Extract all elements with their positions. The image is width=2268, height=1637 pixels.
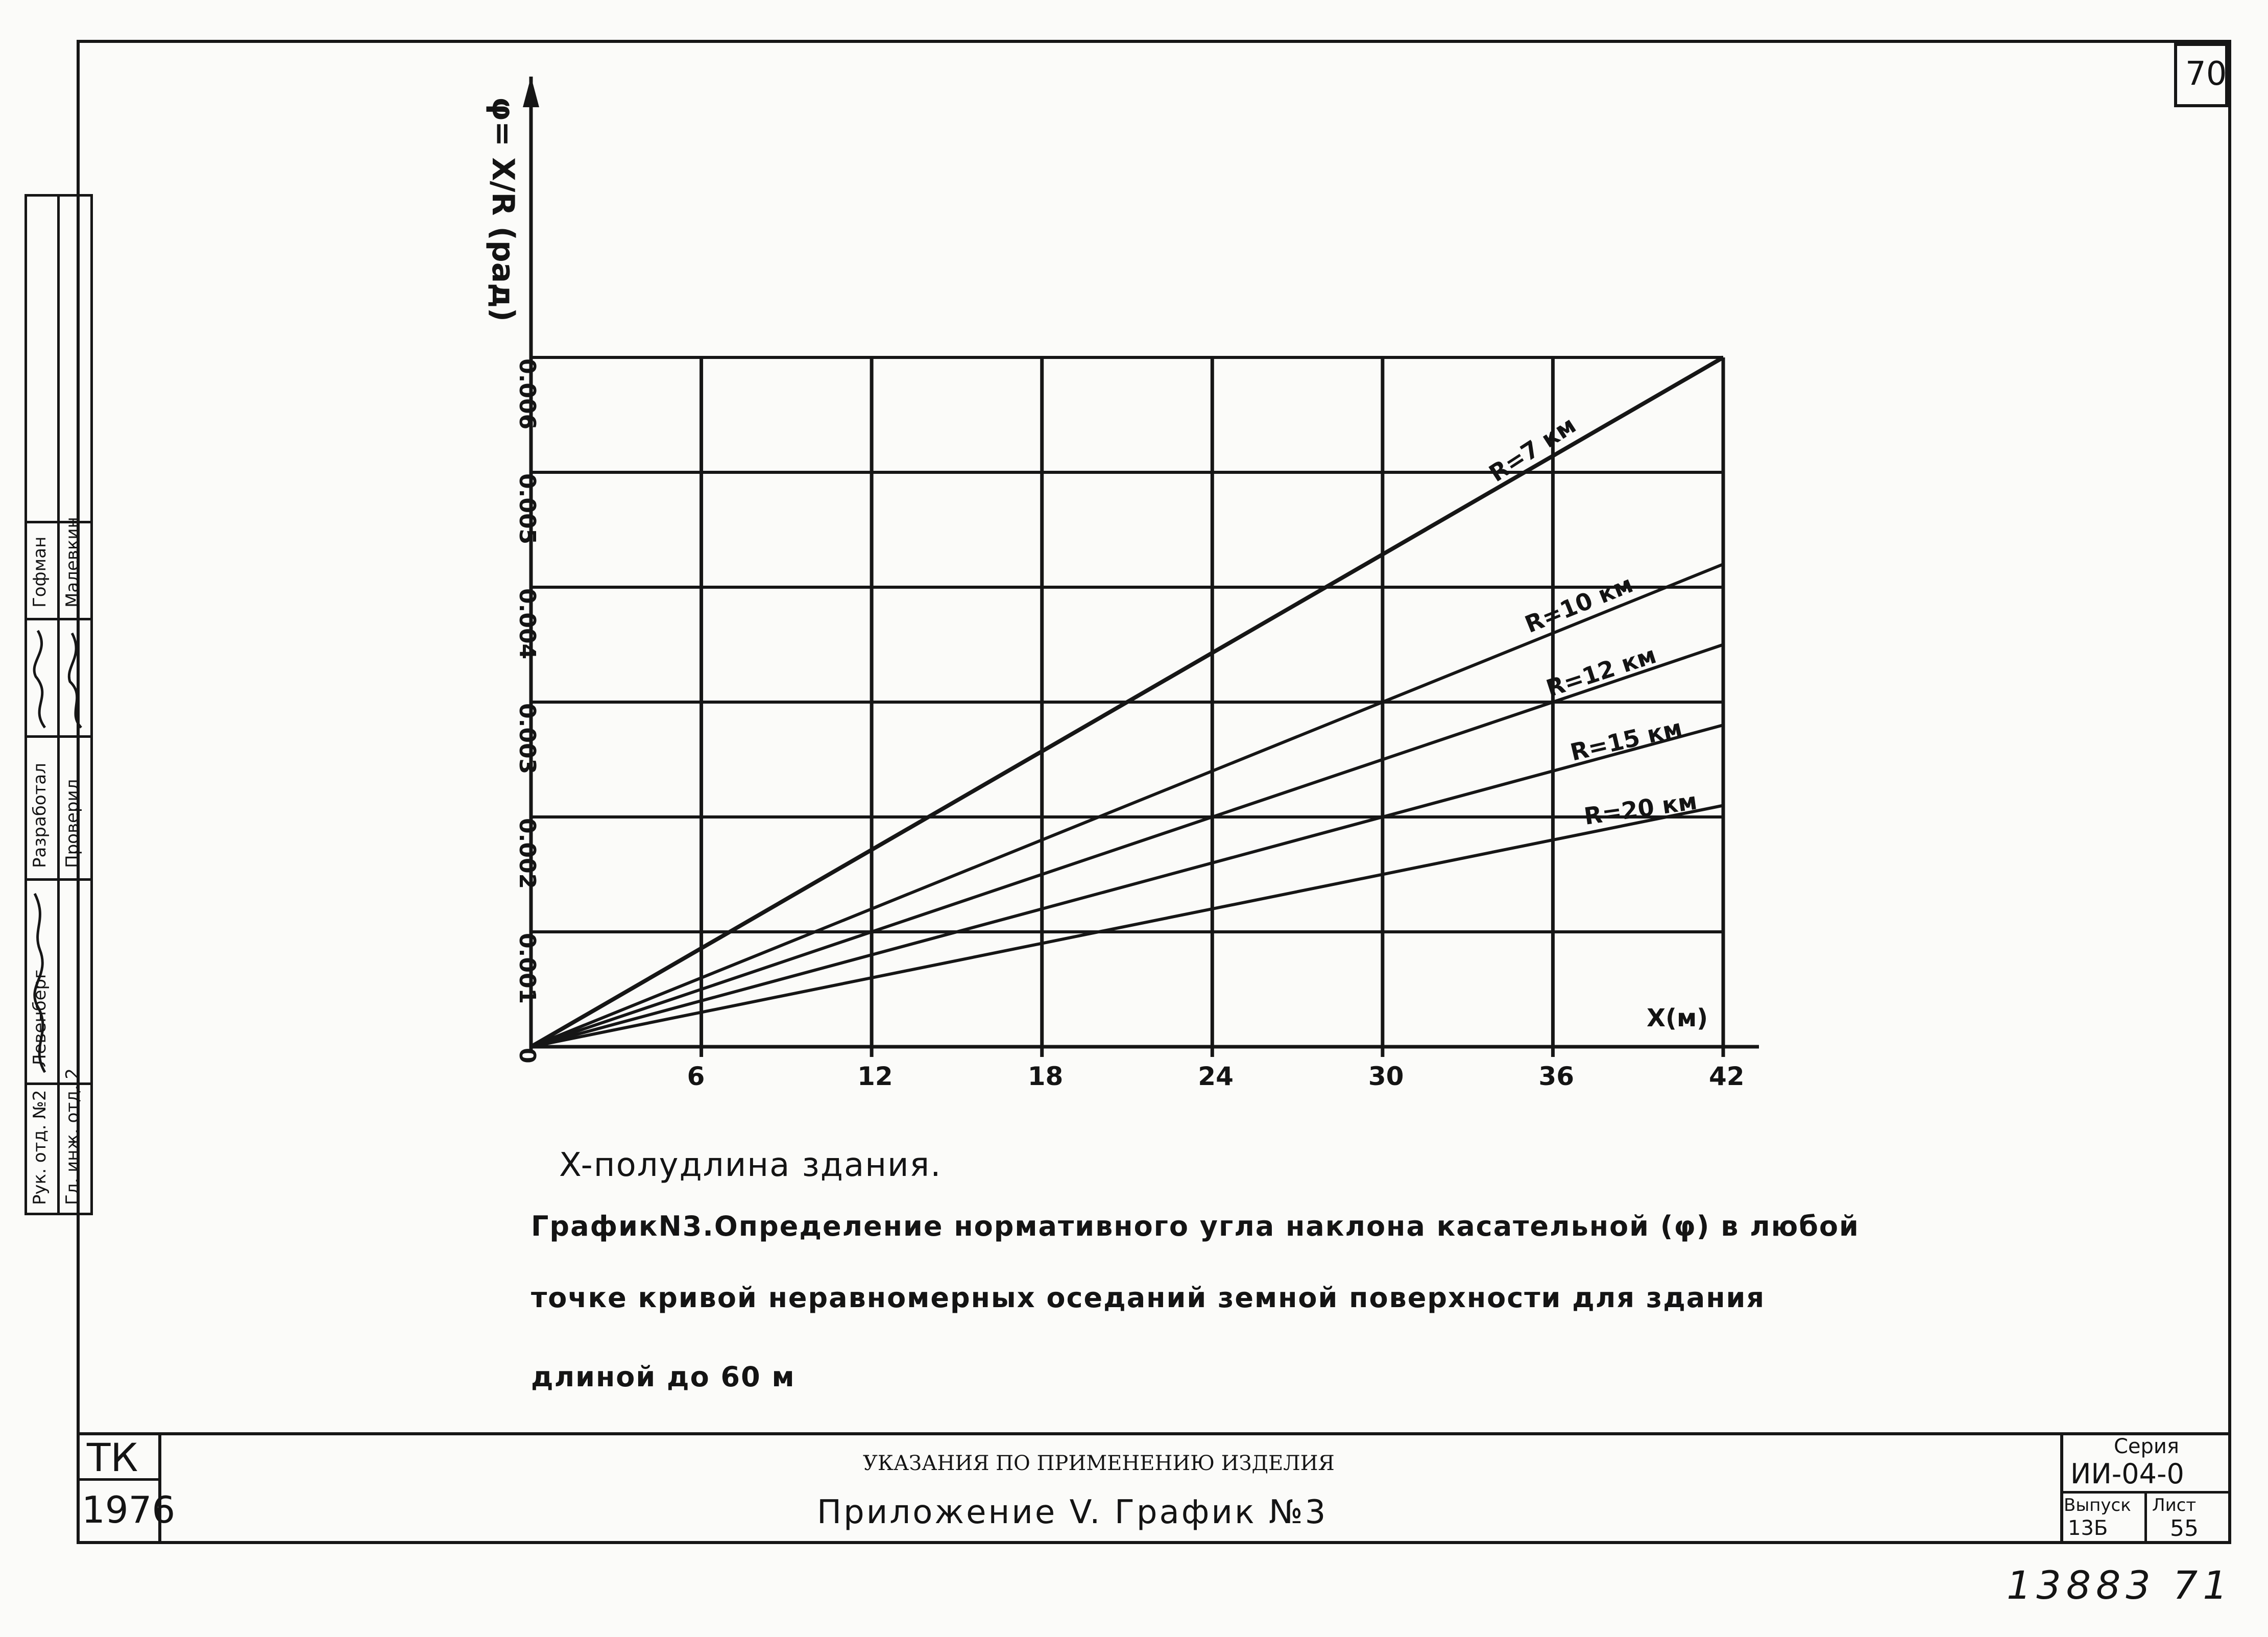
series-value: ИИ-04-0	[2070, 1458, 2184, 1490]
signature-1	[33, 893, 46, 1073]
series-label-1: R=10 км	[1521, 570, 1637, 639]
x-tick-label-3: 24	[1198, 1062, 1234, 1091]
org-year: 1976	[82, 1488, 176, 1531]
page-number-box: 70	[2174, 43, 2228, 107]
series-line-0	[529, 355, 1725, 1049]
y-axis-arrow	[523, 77, 539, 107]
y-axis-label: φ= X/R (рад)	[485, 97, 521, 322]
frame-bottom	[77, 1541, 2231, 1544]
y-tick-label-5: 0.005	[514, 473, 540, 544]
x-tick-label-2: 18	[1028, 1062, 1064, 1091]
chart-series	[529, 355, 1725, 1049]
chart-grid	[531, 356, 1725, 1057]
caption-line-3: длиной до 60 м	[531, 1361, 795, 1393]
series-label-2: R=12 км	[1543, 641, 1660, 702]
y-tick-label-6: 0.006	[514, 358, 540, 429]
caption-line-1: ГрафикN3.Определение нормативного угла н…	[531, 1210, 1860, 1242]
title-line-1: УКАЗАНИЯ ПО ПРИМЕНЕНИЮ ИЗДЕЛИЯ	[863, 1452, 1335, 1475]
chart-labels: 6 12 18 24 30 36 42 0 0.001 0.002 0.003 0.004 0.005 0…	[485, 97, 1745, 1091]
series-label: Серия	[2114, 1435, 2179, 1458]
series-line-2	[530, 643, 1724, 1048]
frame-right	[2228, 40, 2231, 1544]
sheet-label: Лист	[2152, 1495, 2197, 1515]
frame-top	[77, 40, 2231, 43]
y-tick-label-0: 0	[514, 1048, 540, 1064]
sheet-value: 55	[2170, 1515, 2199, 1542]
issue-label: Выпуск	[2064, 1495, 2131, 1515]
x-tick-label-0: 6	[687, 1062, 705, 1091]
x-tick-label-1: 12	[857, 1062, 893, 1091]
x-tick-label-6: 42	[1709, 1062, 1745, 1091]
x-tick-label-4: 30	[1368, 1062, 1404, 1091]
series-line-4	[530, 804, 1724, 1048]
y-tick-label-3: 0.003	[514, 703, 540, 774]
title-line-2: Приложение V. График №3	[817, 1494, 1328, 1531]
frame-left	[77, 40, 80, 1544]
org-code: ТК	[87, 1435, 138, 1480]
series-label-3: R=15 км	[1567, 714, 1684, 766]
issue-value: 13Б	[2068, 1516, 2108, 1540]
signature-3	[67, 632, 82, 729]
series-line-1	[530, 563, 1724, 1048]
y-tick-label-4: 0.004	[514, 588, 540, 659]
chart-axes	[523, 77, 1759, 1052]
corner-number: 13883 71	[2007, 1562, 2233, 1608]
signature-2	[33, 630, 46, 729]
x-axis-label: X(м)	[1647, 1004, 1708, 1032]
x-definition: X-полудлина здания.	[559, 1146, 942, 1184]
x-tick-label-5: 36	[1538, 1062, 1574, 1091]
series-line-3	[530, 724, 1724, 1048]
caption-line-2: точке кривой неравномерных оседаний земн…	[531, 1282, 1766, 1314]
page-number: 70	[2185, 55, 2227, 93]
y-tick-label-2: 0.002	[514, 818, 540, 889]
y-tick-label-1: 0.001	[514, 933, 540, 1004]
